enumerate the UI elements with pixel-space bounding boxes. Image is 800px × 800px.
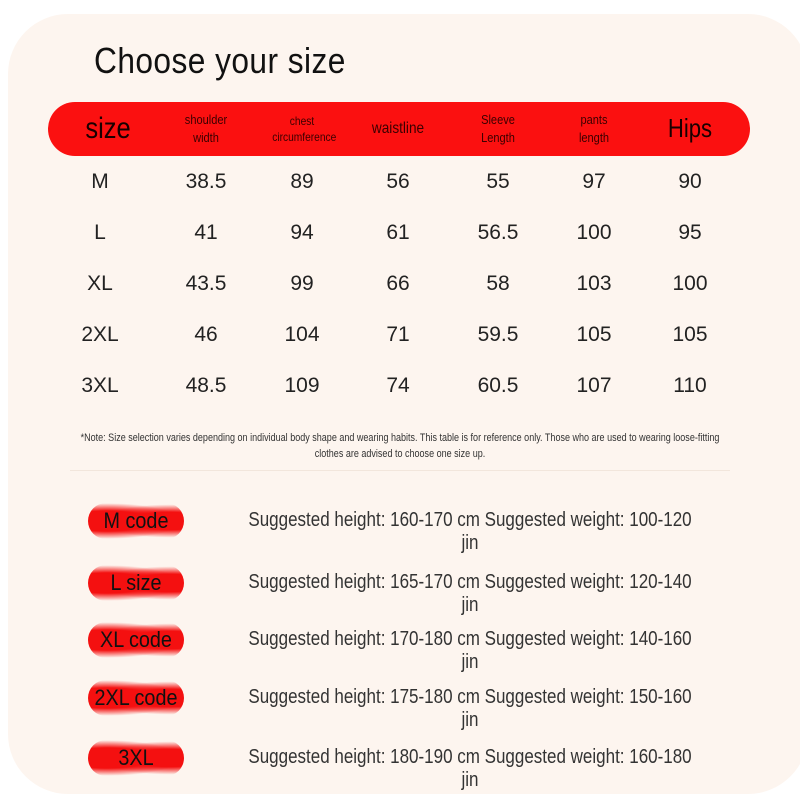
suggestion-text: Suggested height: 175-180 cm Suggested w…	[248, 686, 692, 731]
suggestion-text: Suggested height: 165-170 cm Suggested w…	[248, 571, 692, 616]
header-shoulder-width: shoulder width	[184, 112, 228, 145]
table-cell: 105	[672, 323, 708, 346]
suggestion-text: Suggested height: 180-190 cm Suggested w…	[248, 746, 692, 791]
table-header: size shoulder width chest circumference …	[48, 102, 750, 156]
size-badge-label: 2XL code	[94, 685, 178, 710]
table-cell: 3XL	[81, 374, 119, 397]
table-cell: 46	[194, 323, 218, 346]
table-cell: 48.5	[185, 374, 227, 397]
size-badge: XL code	[88, 622, 184, 658]
table-cell: 60.5	[477, 374, 519, 397]
table-cell: 38.5	[185, 170, 227, 193]
size-badge: M code	[88, 503, 184, 539]
size-note: *Note: Size selection varies depending o…	[80, 432, 720, 460]
table-row: L 41 94 61 56.5 100 95	[0, 221, 800, 261]
table-row: M 38.5 89 56 55 97 90	[0, 170, 800, 210]
table-cell: 94	[290, 221, 314, 244]
size-badge-label: M code	[103, 508, 169, 533]
table-cell: 95	[678, 221, 702, 244]
header-hips: Hips	[667, 113, 713, 144]
table-cell: M	[91, 170, 109, 193]
size-badge: L size	[88, 565, 184, 601]
table-cell: 66	[386, 272, 410, 295]
table-cell: 105	[576, 323, 612, 346]
table-cell: 41	[194, 221, 218, 244]
header-size: size	[85, 111, 131, 145]
table-cell: 89	[290, 170, 314, 193]
divider	[70, 470, 730, 471]
table-cell: 110	[673, 374, 707, 397]
table-cell: 2XL	[81, 323, 119, 346]
page-title: Choose your size	[94, 40, 346, 81]
table-cell: 100	[576, 221, 612, 244]
table-cell: 97	[582, 170, 606, 193]
table-cell: 61	[386, 221, 410, 244]
suggestion-text: Suggested height: 170-180 cm Suggested w…	[248, 628, 692, 673]
table-cell: 90	[678, 170, 702, 193]
table-cell: 59.5	[477, 323, 519, 346]
table-cell: 71	[386, 323, 410, 346]
suggestion-text: Suggested height: 160-170 cm Suggested w…	[248, 509, 692, 554]
size-badge-label: L size	[110, 570, 162, 595]
header-chest: chest circumference	[272, 113, 337, 144]
size-badge-label: 3XL	[118, 745, 154, 770]
table-cell: 104	[284, 323, 320, 346]
table-row: 3XL 48.5 109 74 60.5 107 110	[0, 374, 800, 414]
table-cell: 100	[672, 272, 708, 295]
table-cell: 74	[386, 374, 410, 397]
header-waistline: waistline	[371, 120, 425, 138]
table-row: XL 43.5 99 66 58 103 100	[0, 272, 800, 312]
table-cell: XL	[87, 272, 113, 295]
size-badge-label: XL code	[100, 627, 172, 652]
table-cell: 109	[284, 374, 320, 397]
table-cell: 55	[486, 170, 510, 193]
header-sleeve-length: Sleeve Length	[481, 112, 515, 145]
table-cell: 103	[576, 272, 612, 295]
header-pants-length: pants length	[578, 112, 610, 145]
table-cell: L	[94, 221, 106, 244]
table-row: 2XL 46 104 71 59.5 105 105	[0, 323, 800, 363]
table-cell: 99	[290, 272, 314, 295]
table-cell: 43.5	[185, 272, 227, 295]
table-cell: 107	[576, 374, 612, 397]
table-cell: 58	[486, 272, 510, 295]
size-badge: 3XL	[88, 740, 184, 776]
table-cell: 56.5	[477, 221, 519, 244]
size-badge: 2XL code	[88, 680, 184, 716]
table-cell: 56	[386, 170, 410, 193]
